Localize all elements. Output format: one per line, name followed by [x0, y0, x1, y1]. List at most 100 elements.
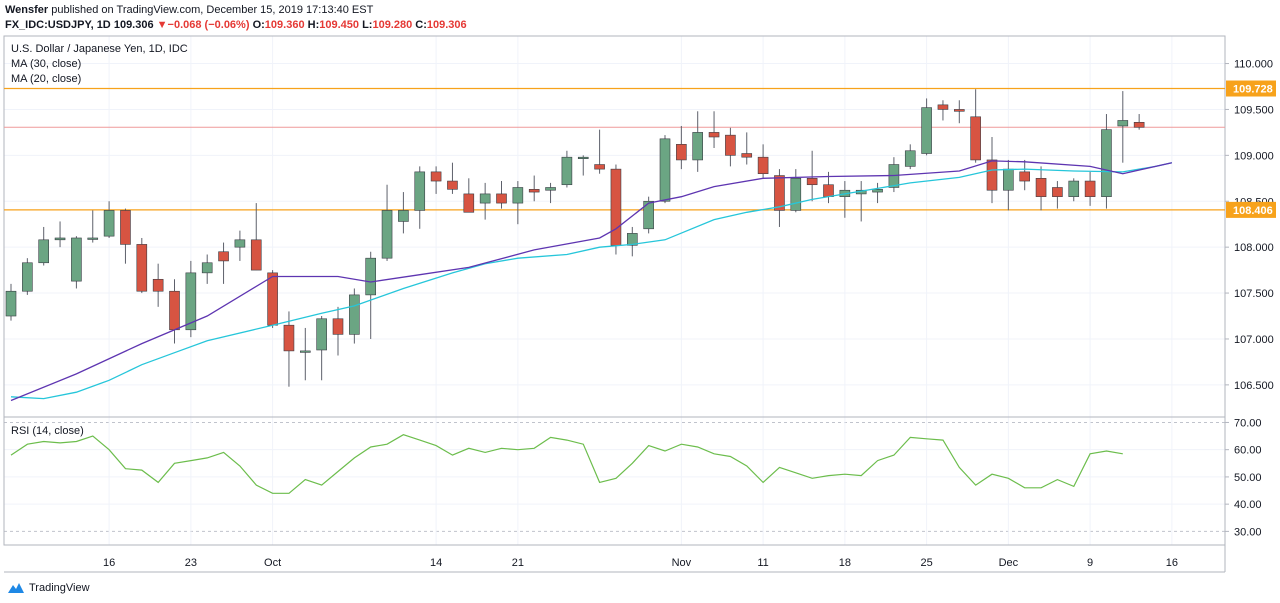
candle-up: [692, 132, 704, 161]
candle-up: [643, 200, 654, 230]
candle-down: [152, 278, 164, 292]
time-tick-label: Dec: [999, 557, 1019, 569]
close-value: 109.306: [426, 19, 467, 31]
candle-up: [234, 239, 246, 248]
legend: U.S. Dollar / Japanese Yen, 1D, IDC MA (…: [11, 43, 188, 437]
candle-down: [1035, 178, 1047, 197]
level-price-label: 108.406: [1233, 205, 1273, 217]
time-tick-label: 11: [757, 557, 768, 569]
legend-ma30: MA (30, close): [11, 58, 81, 70]
candle-up: [512, 187, 524, 204]
candle-up: [659, 138, 671, 202]
moving-averages: [10, 160, 1173, 402]
candle-down: [774, 175, 785, 211]
candle-down: [676, 144, 687, 161]
high-label: H:: [307, 19, 320, 31]
candle-up: [626, 233, 638, 246]
candle-down: [937, 104, 949, 110]
time-tick-label: 25: [920, 557, 932, 569]
ma20-line: [10, 162, 1173, 400]
candle-down: [136, 244, 148, 292]
candle-up: [103, 210, 115, 237]
candles: [5, 89, 1145, 387]
candle-down: [218, 251, 229, 262]
candle-down: [250, 239, 262, 271]
candle-up: [54, 237, 66, 241]
price-tick-label: 107.000: [1234, 334, 1274, 346]
open-label: O:: [252, 19, 265, 31]
candle-up: [545, 187, 556, 191]
price-tick-label: 107.500: [1234, 288, 1274, 300]
candle-up: [316, 318, 327, 351]
level-price-label: 109.728: [1233, 84, 1273, 96]
price-change: −0.068 (−0.06%): [167, 19, 250, 31]
rsi-tick-label: 70.00: [1234, 417, 1262, 429]
candle-up: [1068, 180, 1080, 197]
time-tick-label: 14: [430, 557, 442, 569]
candle-down: [823, 184, 834, 197]
candle-down: [283, 324, 295, 352]
rsi-tick-label: 50.00: [1234, 472, 1262, 484]
legend-rsi: RSI (14, close): [11, 425, 84, 437]
candle-down: [986, 159, 998, 191]
candle-down: [1084, 180, 1096, 197]
time-tick-label: 23: [185, 557, 197, 569]
candle-up: [381, 210, 393, 259]
candle-down: [806, 178, 818, 186]
symbol-label: FX_IDC:USDJPY, 1D: [5, 19, 111, 31]
down-arrow-icon: ▼: [156, 19, 168, 31]
time-tick-label: 16: [103, 557, 115, 569]
time-tick-label: 21: [512, 557, 524, 569]
price-tags: 109.728 108.406: [1226, 80, 1276, 218]
price-tick-label: 109.000: [1234, 150, 1274, 162]
time-tick-label: 9: [1087, 557, 1093, 569]
candle-up: [414, 171, 426, 211]
price-tick-label: 108.000: [1234, 242, 1274, 254]
time-tick-label: 18: [839, 557, 851, 569]
axis-labels: 106.500107.000107.500108.000108.500109.0…: [103, 59, 1274, 569]
candle-up: [398, 210, 409, 222]
candle-down: [757, 156, 769, 175]
candle-down: [430, 171, 442, 182]
last-price: 109.306: [113, 19, 154, 31]
rsi-tick-label: 60.00: [1234, 445, 1262, 457]
ma30-line: [10, 160, 1173, 402]
candle-down: [447, 180, 458, 190]
candle-down: [970, 116, 981, 161]
publish-info: Wensfer published on TradingView.com, De…: [5, 3, 373, 17]
candle-down: [528, 189, 540, 193]
price-tick-label: 106.500: [1234, 380, 1274, 392]
candle-up: [71, 237, 82, 282]
price-tick-label: 109.500: [1234, 104, 1274, 116]
candle-up: [479, 193, 491, 204]
candle-down: [463, 193, 475, 213]
candle-down: [1019, 171, 1031, 182]
candle-up: [790, 178, 802, 211]
low-value: 109.280: [372, 19, 413, 31]
candle-up: [5, 290, 17, 317]
candle-up: [921, 107, 932, 154]
time-tick-label: Oct: [264, 557, 281, 569]
low-label: L:: [362, 19, 373, 31]
tradingview-logo-icon: [8, 583, 24, 593]
rsi-tick-label: 40.00: [1234, 499, 1262, 511]
rsi-path: [10, 434, 1123, 494]
candle-down: [708, 132, 720, 138]
published-text: published on TradingView.com, December 1…: [51, 4, 374, 16]
close-label: C:: [415, 19, 427, 31]
tradingview-brand[interactable]: TradingView: [7, 580, 90, 596]
candle-up: [185, 272, 197, 331]
brand-name: TradingView: [29, 582, 90, 594]
level-price-tag: [1226, 201, 1276, 218]
candle-down: [725, 134, 736, 156]
candle-down: [594, 164, 605, 170]
candle-up: [904, 150, 916, 167]
high-value: 109.450: [319, 19, 359, 31]
candle-down: [610, 168, 622, 246]
candle-up: [1101, 129, 1112, 197]
candle-up: [577, 156, 589, 159]
candle-down: [1133, 121, 1145, 128]
candle-up: [365, 257, 377, 296]
candle-down: [1052, 187, 1063, 197]
